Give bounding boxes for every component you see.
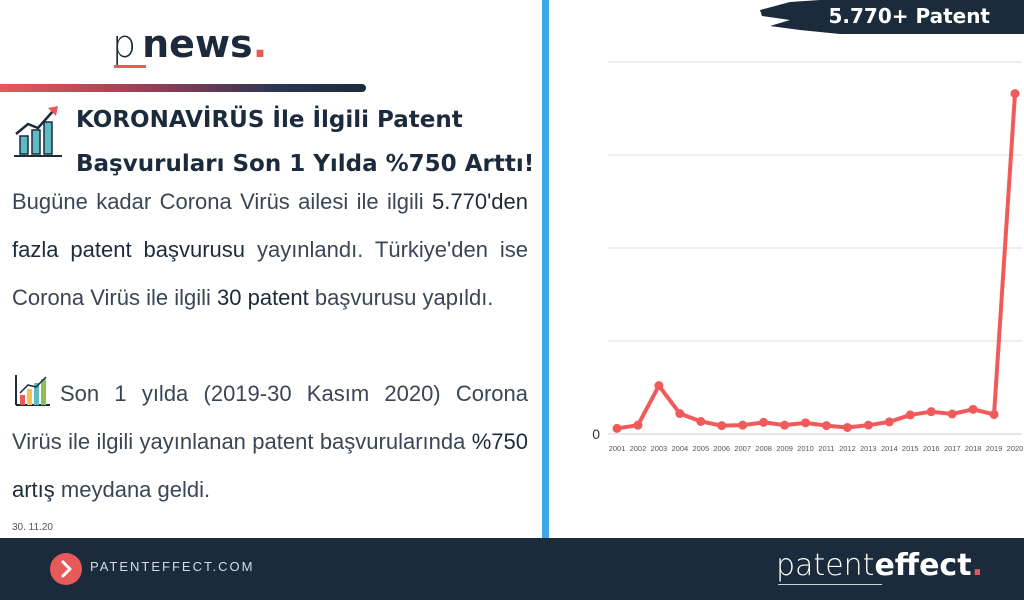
data-point (989, 409, 999, 419)
body-paragraph-2: Son 1 yılda (2019-30 Kasım 2020) Corona … (12, 370, 528, 514)
website-link-button[interactable] (50, 553, 82, 585)
data-point (738, 420, 748, 430)
body-text-2a: Son 1 yılda (2019-30 Kasım 2020) Corona … (12, 381, 528, 454)
data-point (884, 417, 894, 427)
x-tick-label: 2012 (839, 444, 856, 453)
x-tick-label: 2001 (609, 444, 626, 453)
footer: PATENTEFFECT.COM patenteffect. (0, 538, 1024, 600)
gradient-bar (0, 84, 366, 92)
series-line (616, 93, 1017, 431)
x-tick-label: 2006 (713, 444, 730, 453)
x-tick-label: 2007 (734, 444, 751, 453)
data-point (654, 381, 664, 391)
body-highlight-turkey: 30 patent (217, 285, 309, 310)
body-highlight-count: 5.770'den fazla patent başvurusu (12, 189, 528, 262)
headline: KORONAVİRÜS İle İlgili Patent Başvurular… (76, 107, 535, 177)
data-point (612, 423, 622, 433)
post-date: 30. 11.20 (12, 522, 53, 533)
body-text-1a: Bugüne kadar Corona Virüs ailesi ile ilg… (12, 189, 433, 214)
x-tick-label: 2005 (692, 444, 709, 453)
body-text-2c: meydana geldi. (54, 477, 211, 502)
pnews-logo: p news. (112, 22, 267, 70)
x-tick-label: 2014 (881, 444, 898, 453)
brand-underline (778, 584, 882, 585)
x-tick-label: 2015 (902, 444, 919, 453)
y-tick-label: 0 (592, 426, 600, 442)
x-tick-label: 2018 (965, 444, 982, 453)
x-tick-label: 2017 (944, 444, 961, 453)
brand-bold: effect (874, 548, 972, 583)
data-point (801, 418, 811, 428)
data-point (905, 410, 915, 420)
brush-stroke-background (760, 0, 1024, 34)
data-point (780, 420, 790, 430)
patenteffect-logo: patenteffect. (776, 548, 983, 588)
data-point (717, 421, 727, 431)
x-tick-label: 2009 (776, 444, 793, 453)
data-point (1010, 89, 1020, 99)
x-tick-label: 2004 (671, 444, 688, 453)
data-point (842, 422, 852, 432)
bar-chart-icon (15, 375, 50, 406)
data-point (968, 404, 978, 414)
body-text-1e: başvurusu yapıldı. (308, 285, 494, 310)
x-tick-label: 2010 (797, 444, 814, 453)
logo-news: news (142, 22, 253, 66)
data-point (675, 409, 685, 419)
website-url[interactable]: PATENTEFFECT.COM (90, 559, 255, 574)
x-tick-label: 2016 (923, 444, 940, 453)
patent-trend-chart: 0 2001 2002 2003 2004 2005 2006 2007 2008 2009 201… (592, 61, 1024, 453)
body-paragraph-1: Bugüne kadar Corona Virüs ailesi ile ilg… (12, 178, 528, 322)
x-tick-label: 2002 (630, 444, 647, 453)
brand-dot: . (971, 548, 983, 583)
vertical-divider (542, 0, 549, 538)
patent-count-badge: 5.770+ Patent (760, 0, 1024, 34)
growth-chart-icon (14, 106, 62, 157)
x-tick-label: 2013 (860, 444, 877, 453)
data-point (759, 417, 769, 427)
data-point (947, 409, 957, 419)
x-tick-label: 2011 (818, 444, 834, 453)
x-tick-label: 2019 (986, 444, 1003, 453)
logo-p: p (112, 22, 147, 68)
body-highlight-increase: %750 artış (12, 429, 528, 502)
data-point (696, 416, 706, 426)
x-tick-label: 2020 (1007, 444, 1024, 453)
arrow-right-icon (61, 560, 72, 578)
x-tick-label: 2008 (755, 444, 772, 453)
body-text-1c: yayınlandı. Türkiye'den ise Corona Virüs… (12, 237, 528, 310)
data-point (926, 407, 936, 417)
x-tick-label: 2003 (651, 444, 668, 453)
data-point (863, 420, 873, 430)
badge-text: 5.770+ Patent (828, 4, 990, 28)
logo-dot: . (252, 22, 268, 66)
data-point (821, 421, 831, 431)
brand-light: patent (776, 548, 875, 583)
data-point (633, 420, 643, 430)
